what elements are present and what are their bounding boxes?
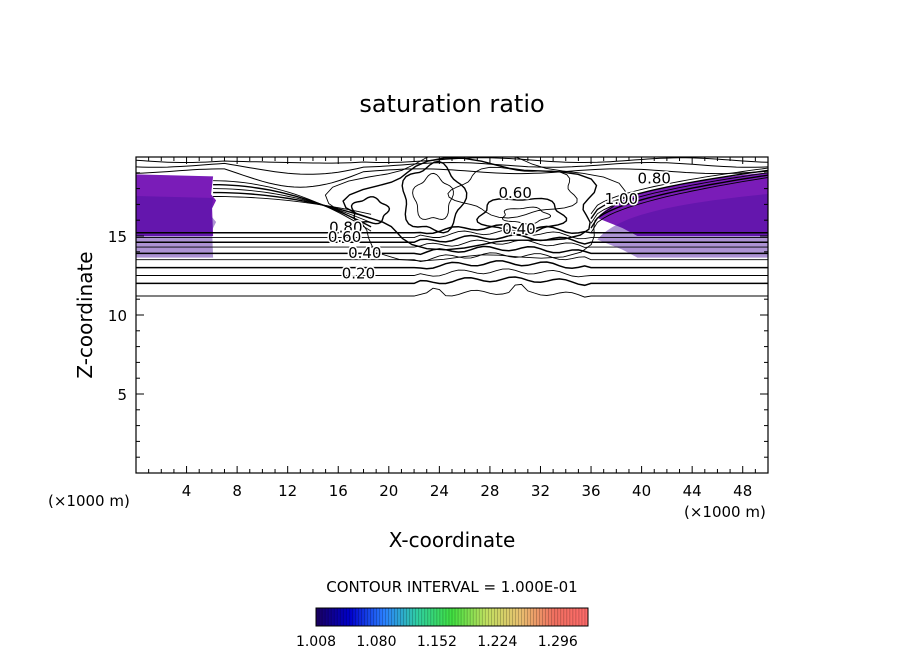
x-tick-label: 32 bbox=[531, 482, 550, 500]
contour-line bbox=[136, 252, 768, 262]
x-tick-label: 20 bbox=[379, 482, 398, 500]
contour-cell bbox=[342, 157, 598, 251]
contour-cell bbox=[502, 206, 551, 225]
colorbar bbox=[315, 607, 589, 627]
supersaturated-right-fill bbox=[597, 172, 768, 236]
x-unit-label-left: (×1000 m) bbox=[48, 492, 130, 510]
colorbar-tick-label: 1.008 bbox=[296, 634, 336, 650]
contour-cell bbox=[476, 197, 568, 236]
contour-line bbox=[590, 169, 768, 220]
contour-cell bbox=[324, 157, 626, 262]
colorbar-tick-label: 1.296 bbox=[538, 634, 578, 650]
contour-label: 0.40 bbox=[348, 244, 381, 262]
contour-line bbox=[213, 180, 372, 232]
y-axis-label: Z-coordinate bbox=[73, 251, 97, 378]
contour-line bbox=[136, 161, 768, 175]
x-tick-label: 4 bbox=[182, 482, 192, 500]
contour-line bbox=[136, 268, 768, 278]
contour-label: 0.20 bbox=[342, 264, 375, 282]
contour-label: 0.80 bbox=[329, 219, 362, 237]
contour-labels: 0.800.600.400.200.600.401.000.80 bbox=[326, 168, 672, 284]
colorbar-tick-label: 1.152 bbox=[417, 634, 457, 650]
x-tick-label: 40 bbox=[632, 482, 651, 500]
x-tick-label: 44 bbox=[683, 482, 702, 500]
supersaturated-left-fill bbox=[136, 174, 217, 236]
x-tick-label: 48 bbox=[733, 482, 752, 500]
x-axis-ticks: 4 8 12 16 20 24 28 32 36 40 44 48 bbox=[148, 157, 756, 500]
colorbar-tick-labels: 1.008 1.080 1.152 1.224 1.296 bbox=[296, 634, 578, 650]
contour-label: 0.40 bbox=[502, 220, 535, 238]
contour-cell bbox=[412, 172, 454, 220]
x-axis-label: X-coordinate bbox=[389, 528, 516, 552]
contour-line bbox=[136, 276, 768, 287]
contour-line bbox=[136, 168, 768, 188]
y-tick-label: 10 bbox=[108, 307, 127, 325]
contour-cell bbox=[350, 196, 391, 225]
contour-label: 1.00 bbox=[605, 190, 638, 208]
y-axis-ticks: 5 10 15 bbox=[108, 172, 768, 458]
contour-line bbox=[136, 229, 768, 240]
contour-label: 0.60 bbox=[498, 184, 531, 202]
contour-line bbox=[136, 260, 768, 270]
colorbar-stripes bbox=[315, 608, 589, 626]
x-tick-label: 28 bbox=[480, 482, 499, 500]
x-tick-label: 24 bbox=[430, 482, 449, 500]
contour-line bbox=[590, 177, 768, 234]
contour-line bbox=[213, 188, 372, 224]
contour-line bbox=[136, 245, 768, 256]
contour-line bbox=[136, 239, 768, 248]
x-unit-label-right: (×1000 m) bbox=[684, 503, 766, 521]
y-tick-label: 5 bbox=[117, 386, 127, 404]
contour-label: 0.80 bbox=[638, 170, 671, 188]
contour-interval-text: CONTOUR INTERVAL = 1.000E-01 bbox=[326, 578, 577, 596]
contour-label: 0.60 bbox=[328, 228, 361, 246]
contour-line bbox=[213, 191, 372, 220]
chart-title: saturation ratio bbox=[359, 90, 544, 118]
contour-cell bbox=[401, 160, 468, 234]
y-tick-label: 15 bbox=[108, 228, 127, 246]
supersaturated-left-shade bbox=[136, 195, 217, 258]
x-tick-label: 8 bbox=[232, 482, 242, 500]
x-tick-label: 12 bbox=[278, 482, 297, 500]
contour-line bbox=[136, 283, 768, 298]
contour-line bbox=[590, 174, 768, 229]
plot-area bbox=[136, 157, 768, 298]
colorbar-tick-label: 1.224 bbox=[477, 634, 517, 650]
contour-line bbox=[590, 167, 768, 215]
contour-line bbox=[136, 234, 768, 245]
contour-line bbox=[590, 172, 768, 224]
x-tick-label: 16 bbox=[329, 482, 348, 500]
colorbar-tick-label: 1.080 bbox=[356, 634, 396, 650]
contour-line bbox=[213, 196, 372, 215]
x-tick-label: 36 bbox=[581, 482, 600, 500]
